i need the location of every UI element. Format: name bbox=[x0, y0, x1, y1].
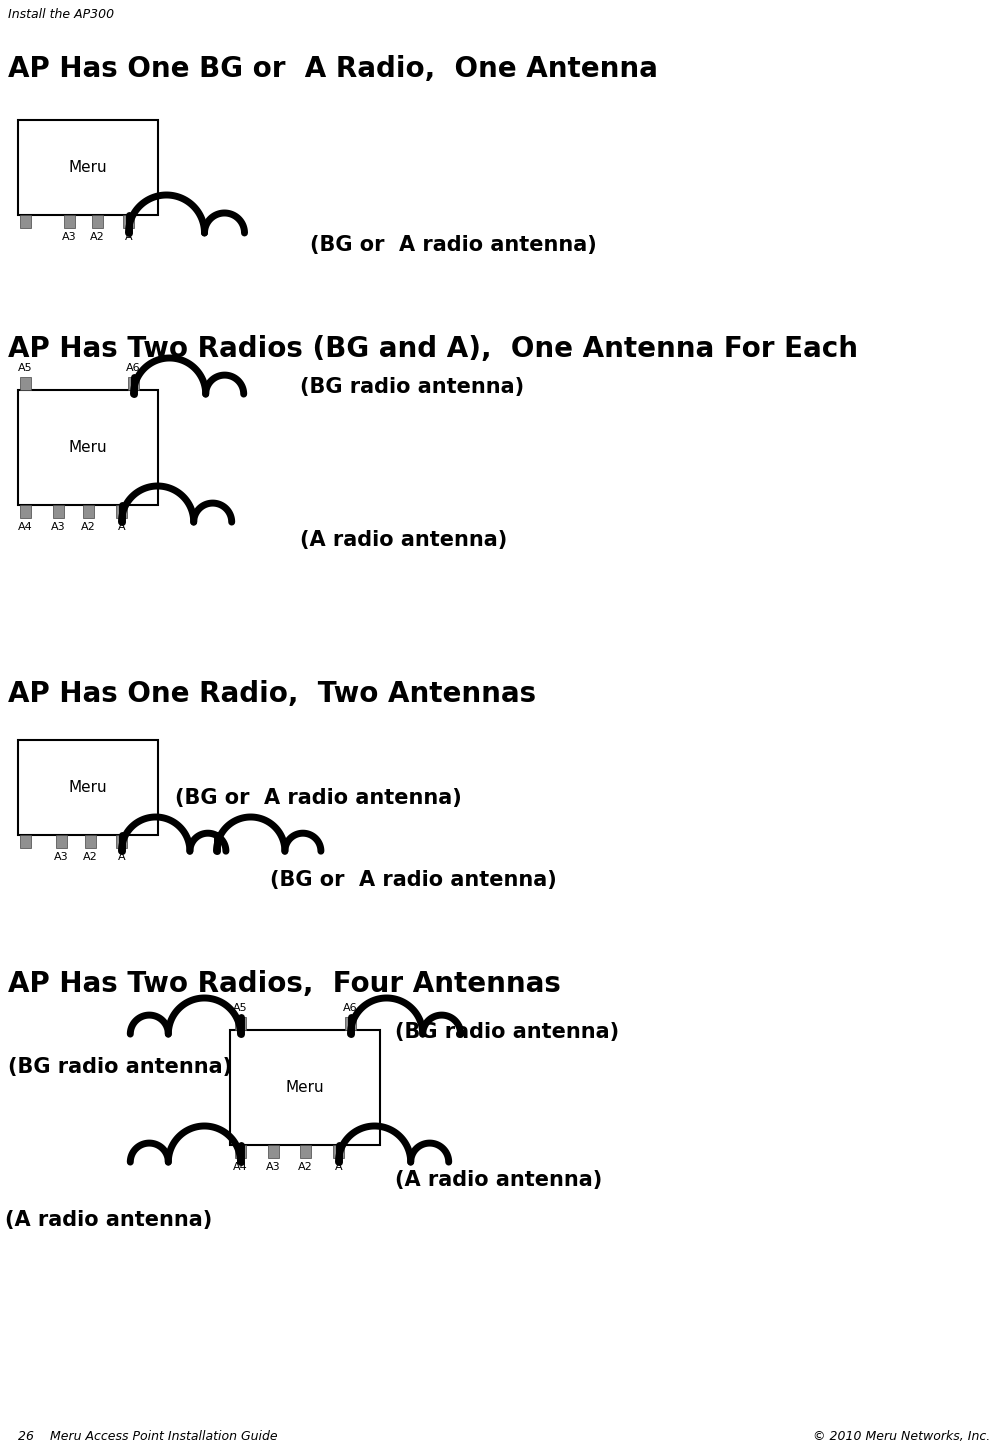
Text: (A radio antenna): (A radio antenna) bbox=[300, 531, 508, 550]
Bar bbox=[18, 390, 158, 505]
Text: A2: A2 bbox=[298, 1161, 313, 1172]
Bar bbox=[64, 215, 75, 228]
Text: A: A bbox=[334, 1161, 342, 1172]
Text: A3: A3 bbox=[266, 1161, 281, 1172]
Text: (BG radio antenna): (BG radio antenna) bbox=[395, 1022, 619, 1043]
Text: A5: A5 bbox=[234, 1003, 248, 1014]
Text: © 2010 Meru Networks, Inc.: © 2010 Meru Networks, Inc. bbox=[813, 1430, 990, 1443]
Text: (BG radio antenna): (BG radio antenna) bbox=[8, 1057, 233, 1077]
Text: A2: A2 bbox=[82, 522, 96, 532]
Bar bbox=[56, 835, 67, 848]
Text: AP Has One Radio,  Two Antennas: AP Has One Radio, Two Antennas bbox=[8, 680, 536, 708]
Text: (BG or  A radio antenna): (BG or A radio antenna) bbox=[310, 235, 597, 255]
Bar bbox=[116, 505, 127, 518]
Text: Meru: Meru bbox=[286, 1080, 324, 1095]
Bar bbox=[345, 1016, 356, 1030]
Text: A5: A5 bbox=[18, 362, 33, 373]
Bar bbox=[123, 215, 134, 228]
Text: A3: A3 bbox=[51, 522, 65, 532]
Bar bbox=[128, 377, 139, 390]
Bar bbox=[333, 1146, 344, 1159]
Bar bbox=[20, 377, 31, 390]
Bar bbox=[18, 740, 158, 835]
Text: AP Has Two Radios (BG and A),  One Antenna For Each: AP Has Two Radios (BG and A), One Antenn… bbox=[8, 335, 858, 362]
Text: Meru: Meru bbox=[68, 439, 108, 455]
Text: A3: A3 bbox=[62, 232, 77, 242]
Text: AP Has One BG or  A Radio,  One Antenna: AP Has One BG or A Radio, One Antenna bbox=[8, 55, 658, 83]
Text: Install the AP300: Install the AP300 bbox=[8, 9, 114, 20]
Bar bbox=[230, 1030, 380, 1146]
Text: (A radio antenna): (A radio antenna) bbox=[5, 1209, 212, 1230]
Text: A6: A6 bbox=[343, 1003, 357, 1014]
Text: A2: A2 bbox=[90, 232, 105, 242]
Text: A: A bbox=[118, 522, 125, 532]
Text: 26    Meru Access Point Installation Guide: 26 Meru Access Point Installation Guide bbox=[18, 1430, 278, 1443]
Bar bbox=[116, 835, 127, 848]
Text: (A radio antenna): (A radio antenna) bbox=[395, 1170, 602, 1190]
Bar bbox=[20, 215, 31, 228]
Text: A4: A4 bbox=[18, 522, 33, 532]
Text: Meru: Meru bbox=[68, 780, 108, 795]
Bar bbox=[53, 505, 64, 518]
Text: A: A bbox=[118, 853, 125, 861]
Bar bbox=[20, 835, 31, 848]
Bar bbox=[268, 1146, 279, 1159]
Bar bbox=[300, 1146, 311, 1159]
Text: A: A bbox=[125, 232, 132, 242]
Text: A2: A2 bbox=[84, 853, 98, 861]
Bar bbox=[235, 1146, 246, 1159]
Text: AP Has Two Radios,  Four Antennas: AP Has Two Radios, Four Antennas bbox=[8, 970, 561, 998]
Bar bbox=[83, 505, 94, 518]
Text: (BG radio antenna): (BG radio antenna) bbox=[300, 377, 524, 397]
Text: (BG or  A radio antenna): (BG or A radio antenna) bbox=[175, 787, 462, 808]
Bar bbox=[92, 215, 103, 228]
Text: (BG or  A radio antenna): (BG or A radio antenna) bbox=[270, 870, 557, 890]
Text: A3: A3 bbox=[54, 853, 68, 861]
Text: A6: A6 bbox=[126, 362, 141, 373]
Bar bbox=[85, 835, 96, 848]
Bar bbox=[20, 505, 31, 518]
Bar bbox=[235, 1016, 246, 1030]
Text: Meru: Meru bbox=[68, 160, 108, 175]
Text: A4: A4 bbox=[234, 1161, 248, 1172]
Bar bbox=[18, 120, 158, 215]
